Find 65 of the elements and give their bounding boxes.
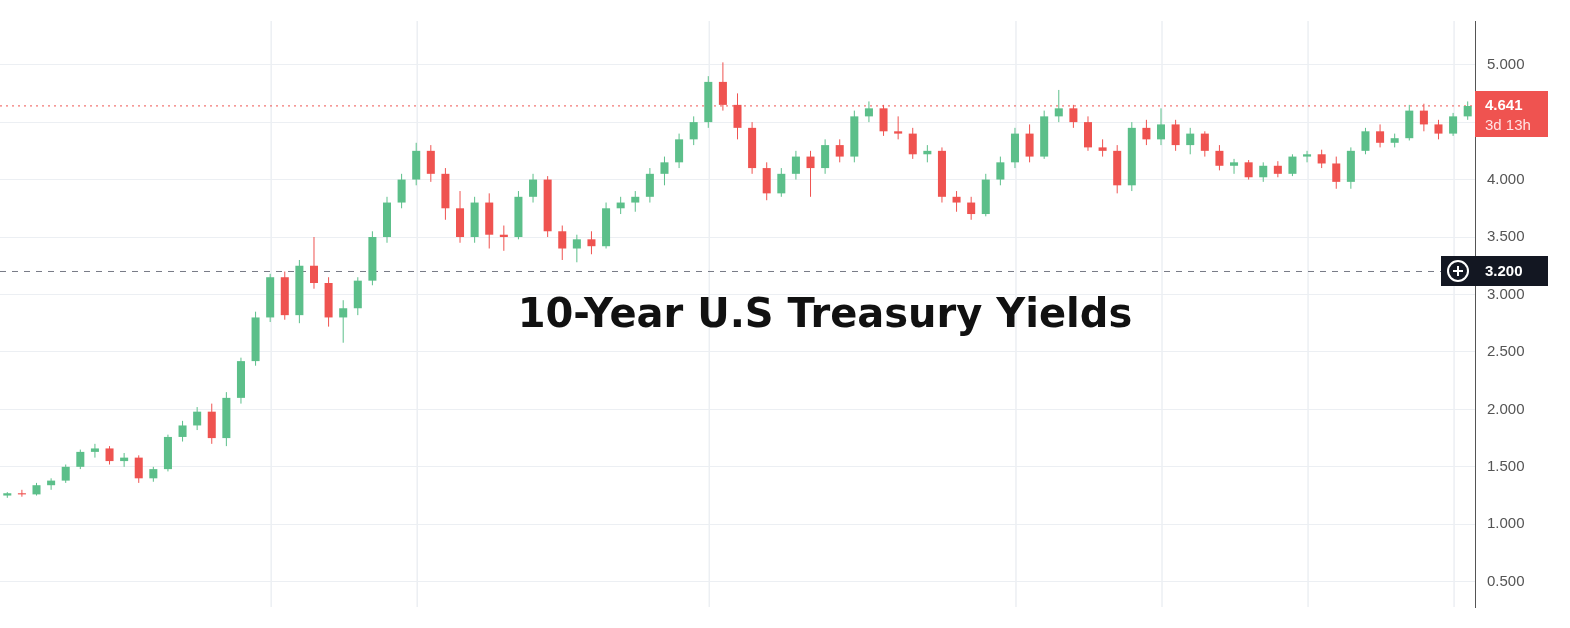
candlestick — [791, 150, 800, 181]
ref-line-label: 4.641 — [1485, 96, 1523, 114]
text: 3d 13h — [1485, 116, 1531, 134]
candlestick — [1025, 123, 1034, 163]
candlestick — [1157, 107, 1166, 146]
candlestick — [1332, 156, 1341, 190]
candlestick — [529, 173, 538, 204]
candlestick — [821, 138, 830, 175]
candlestick — [90, 443, 99, 459]
y-tick-label: 2.500 — [1487, 342, 1525, 360]
candlestick — [996, 156, 1005, 186]
candlestick — [1288, 153, 1297, 177]
candlestick — [1376, 123, 1385, 148]
candlestick — [1186, 127, 1195, 155]
candlestick — [1054, 89, 1063, 123]
candlestick — [339, 299, 348, 344]
y-tick-label: 1.000 — [1487, 514, 1525, 532]
candlestick — [1361, 127, 1370, 155]
candlestick — [806, 150, 815, 198]
candlestick — [1244, 159, 1253, 181]
candlestick — [1142, 119, 1151, 146]
ref-line-label: 3.200 — [1485, 262, 1523, 280]
candlestick — [1449, 112, 1458, 137]
candlestick — [426, 144, 435, 183]
candlestick — [1259, 161, 1268, 183]
candlestick — [193, 406, 202, 431]
candlestick — [675, 133, 684, 169]
candlestick — [105, 445, 114, 466]
y-tick-label: 4.000 — [1487, 169, 1525, 187]
candlestick — [1215, 144, 1224, 171]
candlestick — [61, 464, 70, 484]
candlestick — [894, 115, 903, 140]
candlestick — [1303, 150, 1312, 163]
candlestick — [1463, 100, 1472, 121]
candlestick — [309, 236, 318, 290]
candlestick — [908, 127, 917, 160]
price-tag: 3.200 — [1441, 256, 1548, 287]
candlestick — [952, 190, 961, 213]
y-tick-label: 3.500 — [1487, 227, 1525, 245]
candlestick — [1317, 149, 1326, 169]
candlestick — [1171, 119, 1180, 152]
candlestick — [178, 420, 187, 443]
candlestick — [660, 156, 669, 186]
candlestick — [587, 230, 596, 255]
candlestick — [1434, 119, 1443, 140]
text: 10-Year U.S Treasury Yields — [517, 290, 1133, 336]
y-tick-label: 3.000 — [1487, 284, 1525, 302]
candlestick — [864, 100, 873, 123]
candlestick — [76, 449, 85, 470]
candlestick — [1200, 130, 1209, 158]
y-tick-label: 0.500 — [1487, 571, 1525, 589]
y-tick-label: 2.000 — [1487, 399, 1525, 417]
y-tick-label: 5.000 — [1487, 54, 1525, 72]
candlestick — [645, 167, 654, 204]
candlestick — [835, 138, 844, 163]
candlestick — [631, 190, 640, 213]
candlestick — [689, 115, 698, 146]
candlestick — [1230, 158, 1239, 175]
y-tick-label: 1.500 — [1487, 456, 1525, 474]
candlestick — [397, 173, 406, 209]
candlestick — [777, 167, 786, 198]
candlestick — [558, 225, 567, 261]
candlestick — [967, 196, 976, 221]
candlestick — [572, 234, 581, 263]
candlestick — [134, 454, 143, 484]
